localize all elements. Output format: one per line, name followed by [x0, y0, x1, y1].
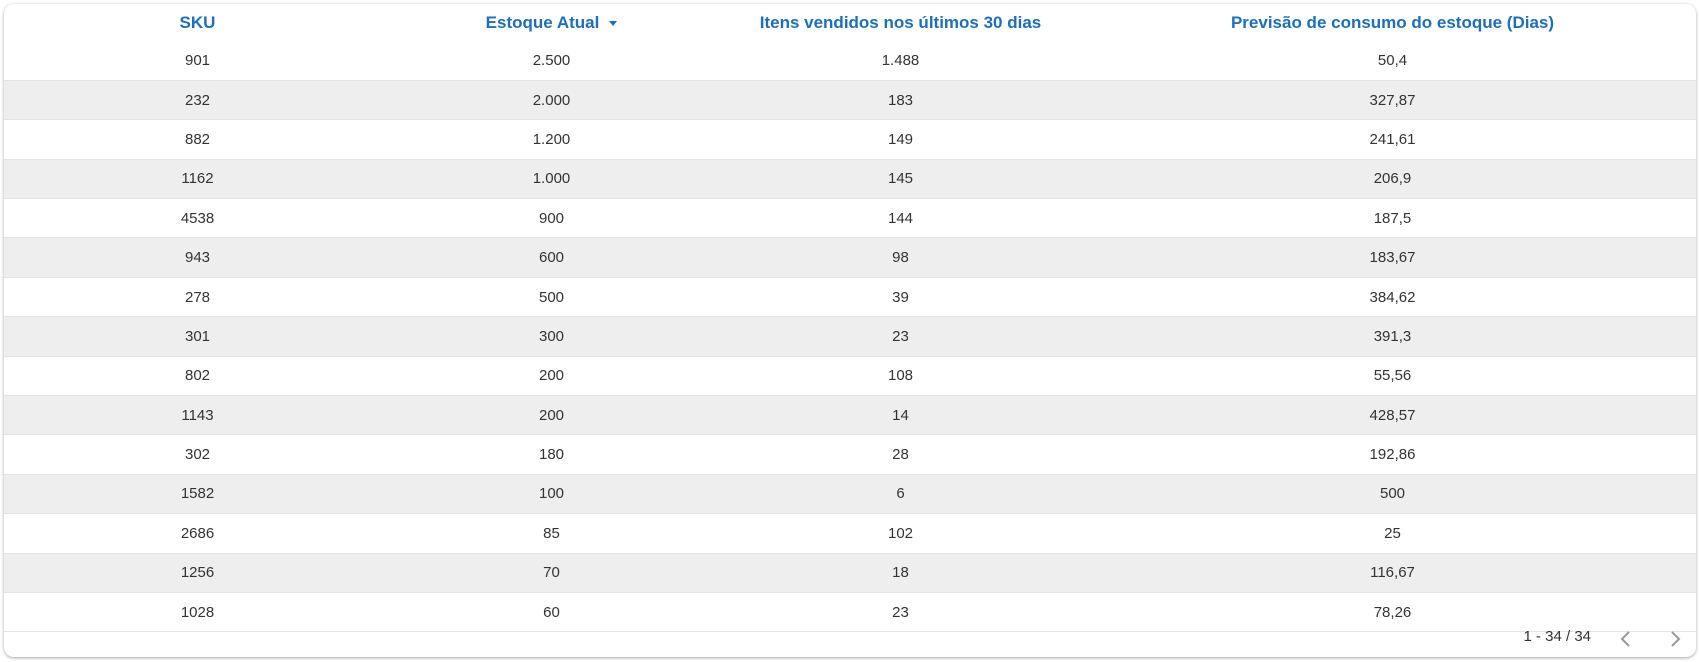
table-cell: 500 [391, 277, 712, 318]
table-row: 1256 70 18 116,67 [4, 553, 1696, 593]
table-row: 302 180 28 192,86 [4, 434, 1696, 475]
table-cell: 391,3 [1089, 316, 1696, 357]
column-header-text: Previsão de consumo do estoque (Dias) [1230, 12, 1555, 32]
table-row: 278 500 39 384,62 [4, 277, 1696, 318]
table-cell: 1143 [4, 395, 391, 436]
table-cell: 183,67 [1089, 237, 1696, 278]
table-cell: 1582 [4, 474, 391, 515]
column-header-text: Itens vendidos nos últimos 30 dias [759, 12, 1042, 32]
prev-page-button[interactable] [1618, 629, 1634, 649]
table-cell: 1.000 [391, 159, 712, 200]
table-cell: 6 [712, 474, 1089, 515]
table-cell: 18 [712, 553, 1089, 593]
table-cell: 232 [4, 80, 391, 121]
table-row: 943 600 98 183,67 [4, 237, 1696, 278]
table-cell: 1.200 [391, 119, 712, 160]
column-header[interactable]: Previsão de consumo do estoque (Dias) [1089, 4, 1696, 41]
table-cell: 2.000 [391, 80, 712, 121]
table-cell: 384,62 [1089, 277, 1696, 318]
table-row: 232 2.000 183 327,87 [4, 80, 1696, 121]
column-header-text: Estoque Atual [485, 12, 600, 32]
table-cell: 23 [712, 592, 1089, 633]
table-cell: 144 [712, 198, 1089, 239]
table-row: 1028 60 23 78,26 [4, 592, 1696, 633]
table-cell: 278 [4, 277, 391, 318]
table-cell: 39 [712, 277, 1089, 318]
table-cell: 4538 [4, 198, 391, 239]
table-cell: 1028 [4, 592, 391, 633]
column-header[interactable]: Itens vendidos nos últimos 30 dias [712, 4, 1089, 41]
table-cell: 882 [4, 119, 391, 160]
data-table: SKU Estoque Atual Itens vendidos nos últim… [4, 4, 1696, 633]
table-cell: 180 [391, 434, 712, 475]
table-cell: 145 [712, 159, 1089, 200]
table-cell: 183 [712, 80, 1089, 121]
table-cell: 200 [391, 356, 712, 397]
table-cell: 100 [391, 474, 712, 515]
table-cell: 327,87 [1089, 80, 1696, 121]
table-cell: 1162 [4, 159, 391, 200]
table-cell: 428,57 [1089, 395, 1696, 436]
table-cell: 85 [391, 513, 712, 554]
table-cell: 14 [712, 395, 1089, 436]
table-cell: 600 [391, 237, 712, 278]
table-row: 1162 1.000 145 206,9 [4, 159, 1696, 200]
header-row: SKU Estoque Atual Itens vendidos nos últim… [4, 4, 1696, 41]
table-cell: 187,5 [1089, 198, 1696, 239]
table-cell: 2.500 [391, 41, 712, 81]
table-row: 1143 200 14 428,57 [4, 395, 1696, 436]
table-cell: 300 [391, 316, 712, 357]
table-cell: 2686 [4, 513, 391, 554]
table-cell: 500 [1089, 474, 1696, 515]
table-cell: 206,9 [1089, 159, 1696, 200]
table-cell: 78,26 [1089, 592, 1696, 633]
table-cell: 900 [391, 198, 712, 239]
sort-indicator [609, 20, 618, 26]
table-cell: 241,61 [1089, 119, 1696, 160]
table-cell: 102 [712, 513, 1089, 554]
table-cell: 98 [712, 237, 1089, 278]
table-row: 2686 85 102 25 [4, 513, 1696, 554]
column-header[interactable]: Estoque Atual [391, 4, 712, 41]
pagination-label: 1 - 34 / 34 [1523, 628, 1591, 645]
table-cell: 50,4 [1089, 41, 1696, 81]
table-cell: 301 [4, 316, 391, 357]
table-row: 1582 100 6 500 [4, 474, 1696, 515]
table-cell: 108 [712, 356, 1089, 397]
table-cell: 1256 [4, 553, 391, 593]
table-cell: 200 [391, 395, 712, 436]
table-row: 882 1.200 149 241,61 [4, 119, 1696, 160]
column-header-text: SKU [179, 12, 216, 32]
table-cell: 55,56 [1089, 356, 1696, 397]
table-cell: 70 [391, 553, 712, 593]
table-row: 4538 900 144 187,5 [4, 198, 1696, 239]
table-cell: 23 [712, 316, 1089, 357]
table-cell: 60 [391, 592, 712, 633]
table-row: 301 300 23 391,3 [4, 316, 1696, 357]
table-cell: 943 [4, 237, 391, 278]
table-cell: 901 [4, 41, 391, 81]
table-cell: 28 [712, 434, 1089, 475]
column-header[interactable]: SKU [4, 4, 391, 41]
table-cell: 802 [4, 356, 391, 397]
table-cell: 149 [712, 119, 1089, 160]
table-cell: 25 [1089, 513, 1696, 554]
table-cell: 192,86 [1089, 434, 1696, 475]
table-row: 802 200 108 55,56 [4, 356, 1696, 397]
table-card: SKU Estoque Atual Itens vendidos nos últim… [4, 4, 1696, 657]
table-cell: 116,67 [1089, 553, 1696, 593]
next-page-button[interactable] [1667, 629, 1683, 649]
table-row: 901 2.500 1.488 50,4 [4, 41, 1696, 81]
table-cell: 1.488 [712, 41, 1089, 81]
table-cell: 302 [4, 434, 391, 475]
